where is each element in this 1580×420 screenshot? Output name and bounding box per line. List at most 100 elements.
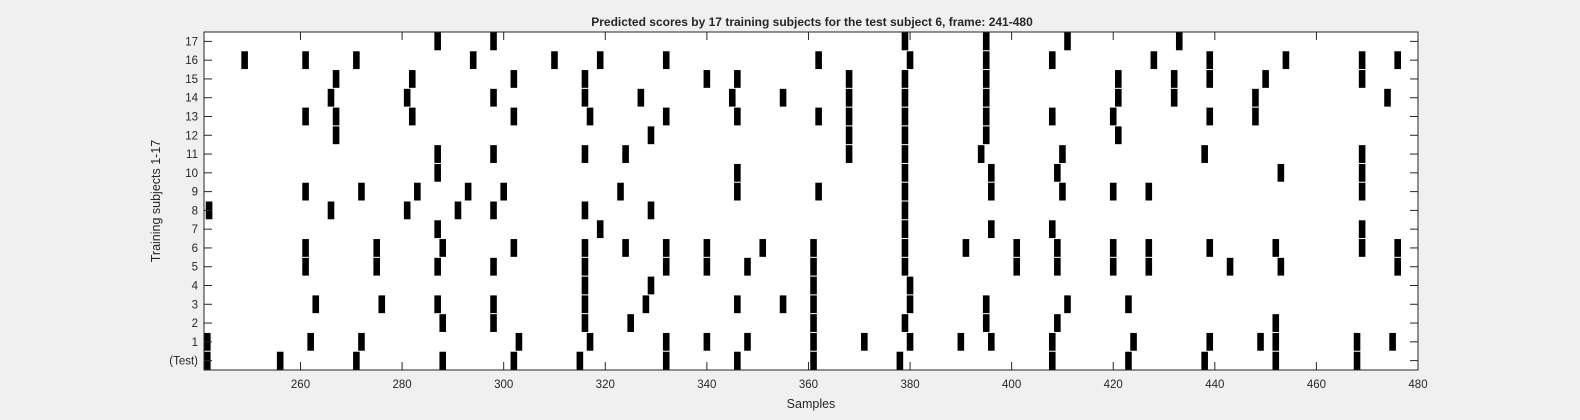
spike-mark xyxy=(1277,257,1285,276)
spike-mark xyxy=(662,239,670,257)
spike-mark xyxy=(327,201,335,220)
spike-mark xyxy=(662,351,670,370)
spike-mark xyxy=(307,332,314,351)
spike-mark xyxy=(1145,182,1153,201)
spike-mark xyxy=(581,239,589,257)
spike-mark xyxy=(1206,70,1214,88)
spike-mark xyxy=(1048,51,1056,70)
spike-mark xyxy=(779,88,787,107)
spike-mark xyxy=(1150,51,1158,70)
spike-mark xyxy=(703,257,711,276)
spike-mark xyxy=(1252,88,1259,107)
spike-mark xyxy=(439,314,447,332)
spike-mark xyxy=(1358,70,1366,88)
spike-mark xyxy=(1054,163,1061,182)
spike-mark xyxy=(581,314,589,332)
spike-mark xyxy=(1277,163,1285,182)
spike-mark xyxy=(469,51,477,70)
spike-mark xyxy=(988,220,995,239)
spike-mark xyxy=(408,70,416,88)
spike-mark xyxy=(1109,257,1117,276)
spike-mark xyxy=(662,257,670,276)
spike-mark xyxy=(434,295,441,314)
spike-mark xyxy=(906,295,914,314)
spike-mark xyxy=(1272,351,1280,370)
spike-mark xyxy=(1115,126,1122,145)
spike-mark xyxy=(1353,351,1361,370)
spike-mark xyxy=(434,163,441,182)
x-tick-label: 420 xyxy=(1104,379,1123,391)
x-tick-label: 300 xyxy=(494,379,513,391)
spike-mark xyxy=(703,332,711,351)
spike-mark xyxy=(373,239,380,257)
spike-mark xyxy=(1145,239,1153,257)
spike-mark xyxy=(302,182,309,201)
spike-mark xyxy=(581,295,589,314)
spike-mark xyxy=(1358,182,1366,201)
spike-mark xyxy=(810,276,817,295)
spike-mark xyxy=(1358,145,1366,163)
spike-mark xyxy=(500,182,507,201)
spike-mark xyxy=(810,314,817,332)
spike-mark xyxy=(358,332,365,351)
spike-mark xyxy=(982,51,990,70)
spike-mark xyxy=(1125,351,1132,370)
y-tick-label: 9 xyxy=(192,187,198,199)
spike-mark xyxy=(901,32,909,51)
spike-mark xyxy=(642,295,650,314)
spike-mark xyxy=(576,351,584,370)
spike-mark xyxy=(1125,295,1132,314)
y-tick-label: 11 xyxy=(186,149,198,161)
spike-mark xyxy=(276,351,284,370)
spike-mark xyxy=(439,239,447,257)
spike-mark xyxy=(586,107,594,126)
spike-mark xyxy=(1170,88,1178,107)
spike-mark xyxy=(988,182,995,201)
plot-frame xyxy=(203,31,1419,371)
spike-mark xyxy=(901,88,909,107)
spike-mark xyxy=(434,257,441,276)
spike-mark xyxy=(581,201,589,220)
spike-mark xyxy=(734,163,741,182)
spike-mark xyxy=(901,257,909,276)
spike-mark xyxy=(490,201,497,220)
y-tick-label: 14 xyxy=(185,93,198,105)
spike-mark xyxy=(845,126,853,145)
spike-mark xyxy=(596,220,604,239)
spike-mark xyxy=(312,295,320,314)
spike-mark xyxy=(490,32,497,51)
spike-mark xyxy=(901,182,909,201)
spike-mark xyxy=(353,351,360,370)
spike-mark xyxy=(1226,257,1234,276)
spike-mark xyxy=(1358,163,1366,182)
spike-mark xyxy=(1206,332,1214,351)
spike-mark xyxy=(327,88,335,107)
spike-mark xyxy=(490,295,497,314)
spike-mark xyxy=(901,163,909,182)
spike-mark xyxy=(1175,32,1183,51)
plot-area xyxy=(204,32,1418,370)
spike-mark xyxy=(845,145,853,163)
spike-mark xyxy=(810,257,817,276)
spike-mark xyxy=(647,126,655,145)
spike-mark xyxy=(353,51,360,70)
spike-mark xyxy=(1389,332,1396,351)
spike-mark xyxy=(241,51,248,70)
spike-mark xyxy=(962,239,970,257)
spike-mark xyxy=(1358,239,1366,257)
spike-mark xyxy=(901,70,909,88)
spike-mark xyxy=(1145,257,1153,276)
spike-mark xyxy=(510,351,518,370)
spike-mark xyxy=(734,70,741,88)
spike-mark xyxy=(647,201,655,220)
spike-mark xyxy=(1109,239,1117,257)
spike-mark xyxy=(1201,351,1208,370)
y-tick-label: 4 xyxy=(192,281,199,293)
spike-mark xyxy=(1130,332,1137,351)
spike-mark xyxy=(510,239,518,257)
spike-mark xyxy=(1252,107,1259,126)
spike-mark xyxy=(1013,239,1021,257)
spike-mark xyxy=(439,351,447,370)
spike-mark xyxy=(454,201,462,220)
spike-mark xyxy=(982,32,990,51)
